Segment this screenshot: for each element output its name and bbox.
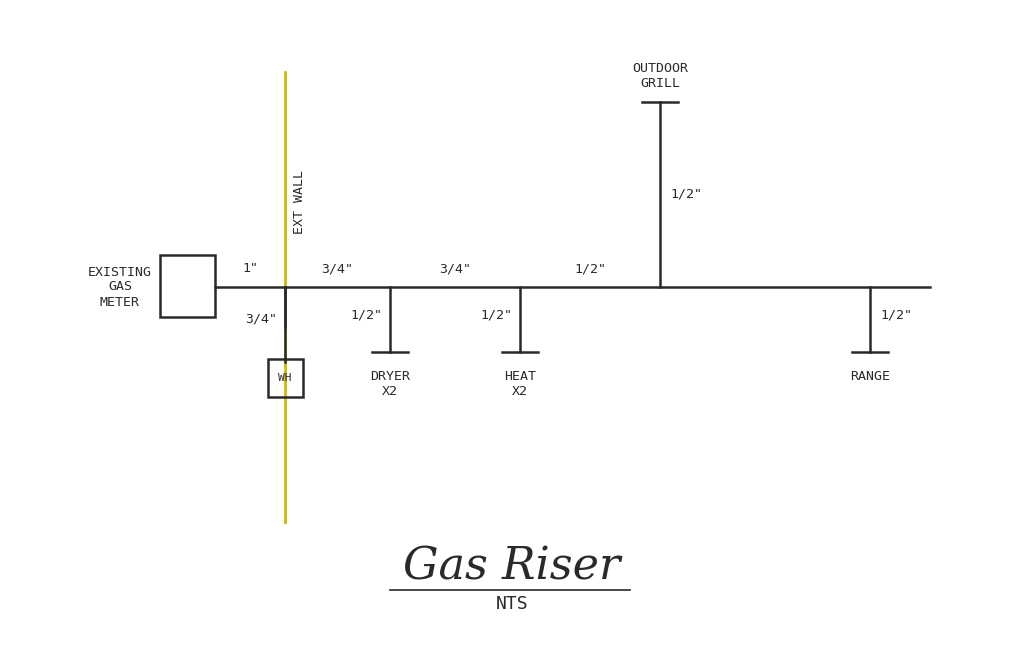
Text: 1/2": 1/2" (480, 308, 512, 321)
Text: 1/2": 1/2" (670, 188, 702, 201)
Text: 1/2": 1/2" (350, 308, 382, 321)
Text: RANGE: RANGE (850, 370, 890, 383)
Text: NTS: NTS (496, 595, 528, 613)
Text: EXT WALL: EXT WALL (293, 170, 306, 234)
Text: 3/4": 3/4" (439, 262, 471, 275)
Text: DRYER
X2: DRYER X2 (370, 370, 410, 398)
Text: WH: WH (279, 373, 292, 383)
Text: HEAT
X2: HEAT X2 (504, 370, 536, 398)
Text: EXISTING
GAS
METER: EXISTING GAS METER (88, 265, 152, 308)
Text: 1": 1" (242, 262, 258, 275)
Text: 1/2": 1/2" (880, 308, 912, 321)
Text: Gas Riser: Gas Riser (403, 546, 621, 589)
Text: OUTDOOR
GRILL: OUTDOOR GRILL (632, 62, 688, 90)
Text: 3/4": 3/4" (245, 313, 278, 326)
Text: 1/2": 1/2" (574, 262, 606, 275)
Text: 3/4": 3/4" (322, 262, 353, 275)
